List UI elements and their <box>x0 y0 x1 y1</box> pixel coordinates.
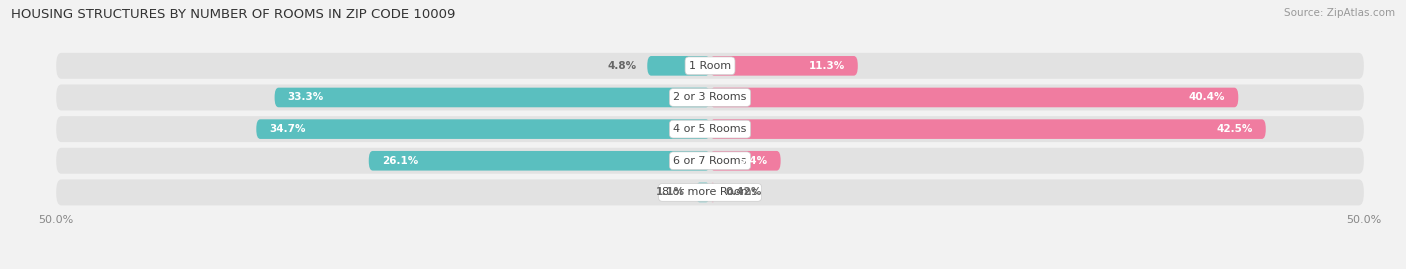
FancyBboxPatch shape <box>256 119 710 139</box>
Text: 26.1%: 26.1% <box>382 156 418 166</box>
FancyBboxPatch shape <box>710 119 1265 139</box>
Text: Source: ZipAtlas.com: Source: ZipAtlas.com <box>1284 8 1395 18</box>
Text: 4 or 5 Rooms: 4 or 5 Rooms <box>673 124 747 134</box>
FancyBboxPatch shape <box>56 53 1364 79</box>
Text: 1 Room: 1 Room <box>689 61 731 71</box>
FancyBboxPatch shape <box>56 148 1364 174</box>
FancyBboxPatch shape <box>368 151 710 171</box>
Text: HOUSING STRUCTURES BY NUMBER OF ROOMS IN ZIP CODE 10009: HOUSING STRUCTURES BY NUMBER OF ROOMS IN… <box>11 8 456 21</box>
FancyBboxPatch shape <box>56 116 1364 142</box>
Text: 11.3%: 11.3% <box>808 61 845 71</box>
Text: 5.4%: 5.4% <box>738 156 768 166</box>
FancyBboxPatch shape <box>274 88 710 107</box>
FancyBboxPatch shape <box>710 183 716 202</box>
Text: 8 or more Rooms: 8 or more Rooms <box>662 187 758 197</box>
Text: 1.1%: 1.1% <box>657 187 685 197</box>
Text: 6 or 7 Rooms: 6 or 7 Rooms <box>673 156 747 166</box>
FancyBboxPatch shape <box>647 56 710 76</box>
Text: 40.4%: 40.4% <box>1188 93 1225 102</box>
Text: 0.42%: 0.42% <box>725 187 762 197</box>
FancyBboxPatch shape <box>56 84 1364 111</box>
Text: 4.8%: 4.8% <box>607 61 637 71</box>
FancyBboxPatch shape <box>56 179 1364 206</box>
Text: 2 or 3 Rooms: 2 or 3 Rooms <box>673 93 747 102</box>
Text: 42.5%: 42.5% <box>1216 124 1253 134</box>
Text: 33.3%: 33.3% <box>288 93 323 102</box>
FancyBboxPatch shape <box>710 88 1239 107</box>
FancyBboxPatch shape <box>696 183 710 202</box>
FancyBboxPatch shape <box>710 56 858 76</box>
FancyBboxPatch shape <box>710 151 780 171</box>
Text: 34.7%: 34.7% <box>270 124 307 134</box>
